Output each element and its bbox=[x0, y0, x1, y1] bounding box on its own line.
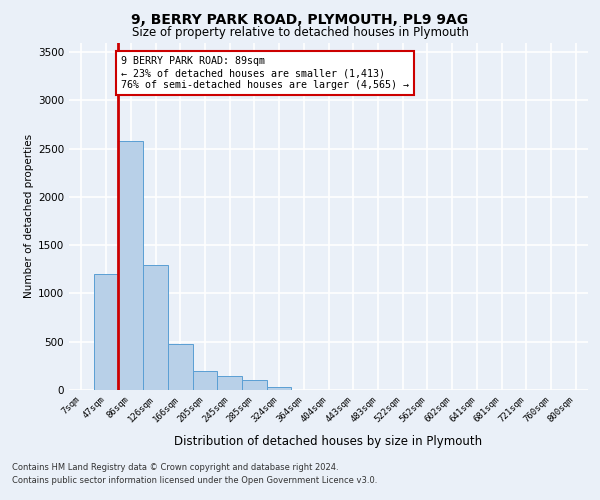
Text: Contains public sector information licensed under the Open Government Licence v3: Contains public sector information licen… bbox=[12, 476, 377, 485]
Bar bbox=[267, 387, 292, 390]
Bar bbox=[143, 264, 168, 390]
Text: Size of property relative to detached houses in Plymouth: Size of property relative to detached ho… bbox=[131, 26, 469, 39]
Text: 9, BERRY PARK ROAD, PLYMOUTH, PL9 9AG: 9, BERRY PARK ROAD, PLYMOUTH, PL9 9AG bbox=[131, 12, 469, 26]
Y-axis label: Number of detached properties: Number of detached properties bbox=[24, 134, 34, 298]
Text: 9 BERRY PARK ROAD: 89sqm
← 23% of detached houses are smaller (1,413)
76% of sem: 9 BERRY PARK ROAD: 89sqm ← 23% of detach… bbox=[121, 56, 409, 90]
Text: Contains HM Land Registry data © Crown copyright and database right 2024.: Contains HM Land Registry data © Crown c… bbox=[12, 462, 338, 471]
Bar bbox=[118, 141, 143, 390]
Bar bbox=[94, 274, 118, 390]
Bar bbox=[217, 376, 242, 390]
Bar bbox=[242, 380, 267, 390]
X-axis label: Distribution of detached houses by size in Plymouth: Distribution of detached houses by size … bbox=[175, 435, 482, 448]
Bar bbox=[193, 370, 217, 390]
Bar bbox=[168, 344, 193, 390]
